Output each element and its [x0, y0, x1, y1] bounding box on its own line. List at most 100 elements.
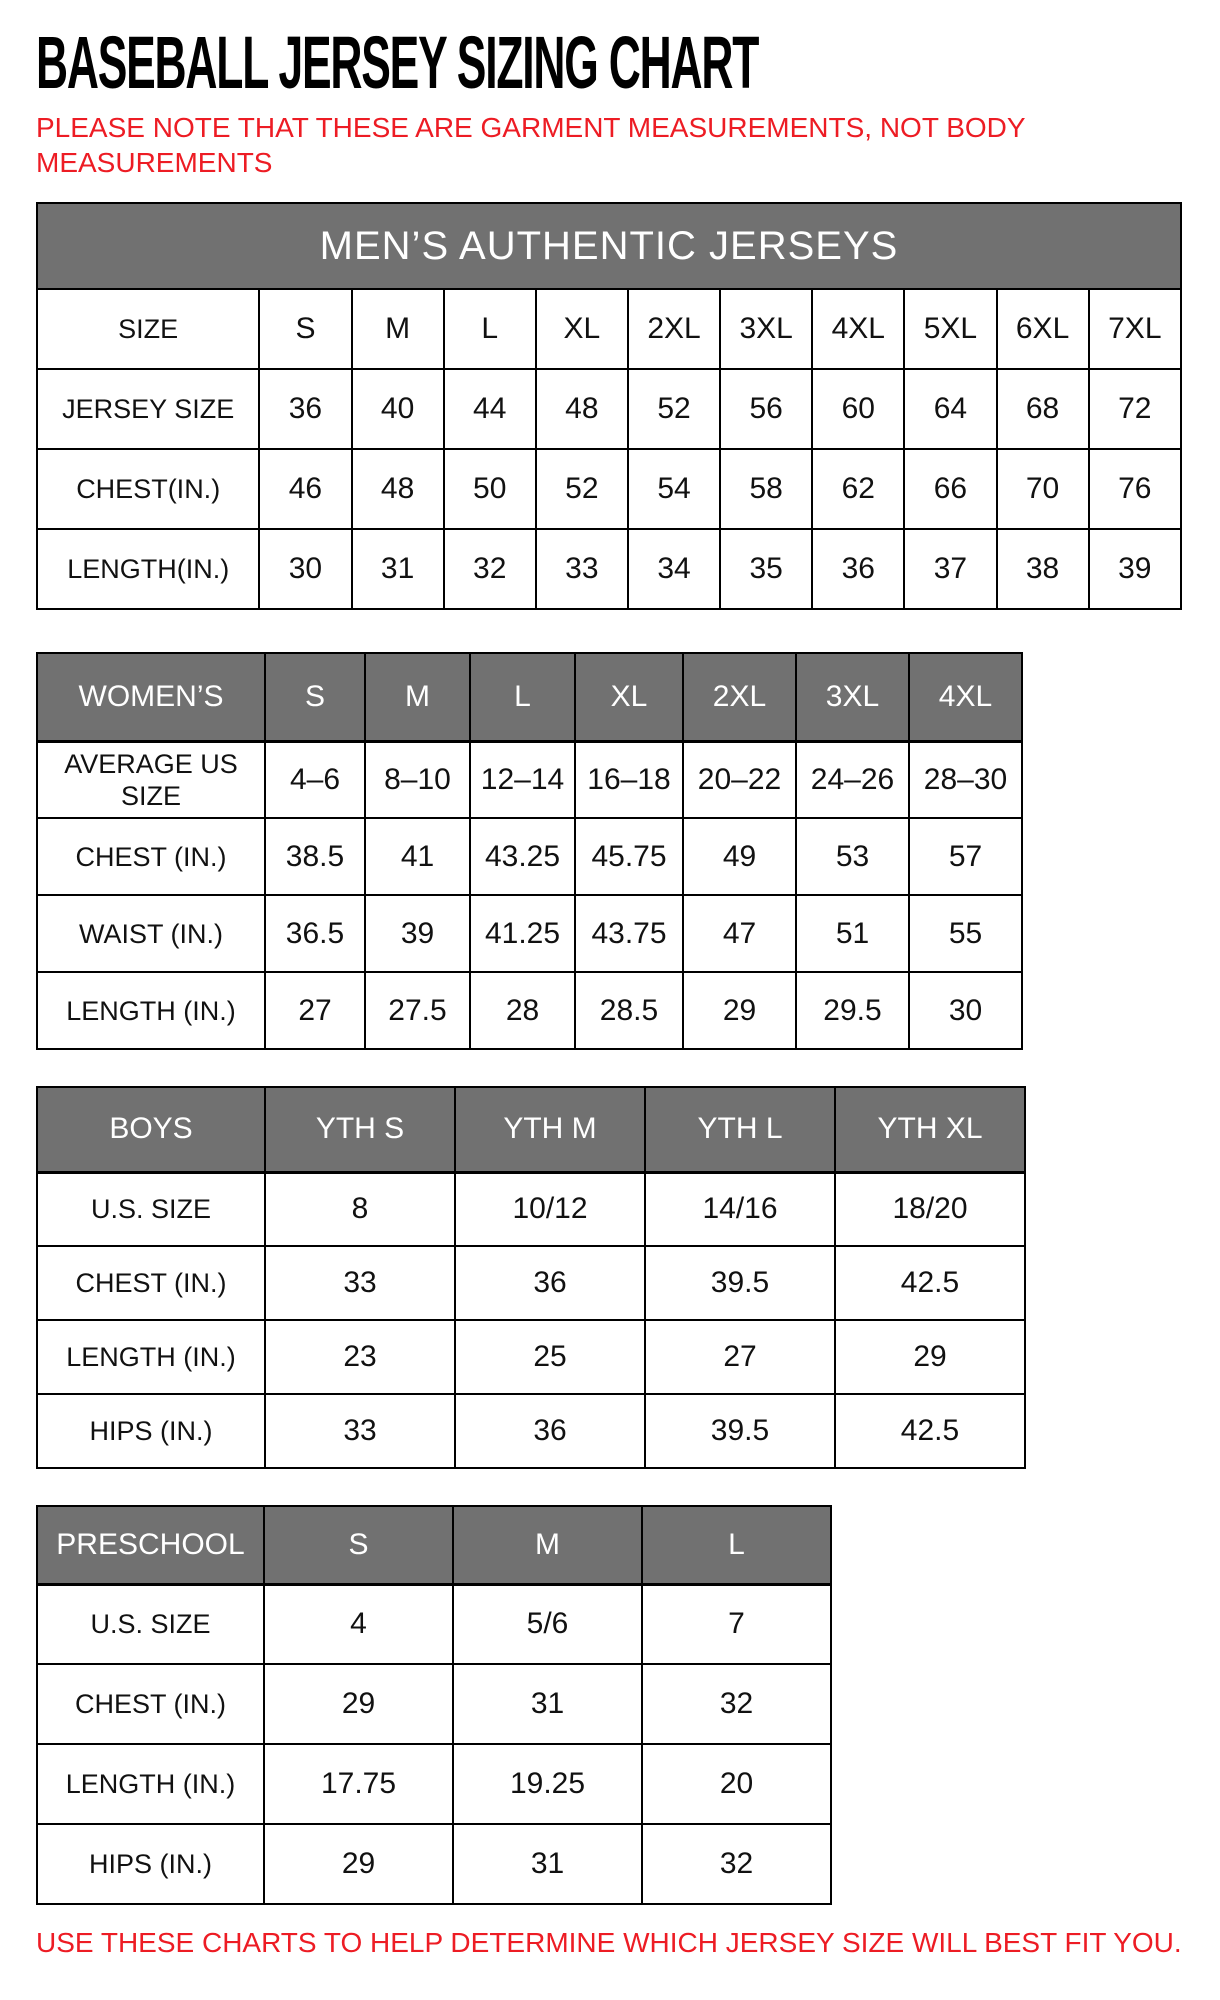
row-label: SIZE [35, 288, 261, 370]
table-row: WAIST (IN.) 36.5 39 41.25 43.75 47 51 55 [36, 894, 1023, 973]
row-label: LENGTH (IN.) [36, 971, 266, 1050]
mens-sizing-table: MEN’S AUTHENTIC JERSEYS SIZE S M L XL 2XL 3XL 4X… [35, 202, 1183, 610]
table-cell: 5XL [903, 288, 998, 370]
column-header: YTH L [644, 1086, 836, 1174]
sizing-tables-container: MEN’S AUTHENTIC JERSEYS SIZE S M L XL 2XL 3XL 4X… [35, 202, 1220, 1905]
table-cell: 10/12 [454, 1171, 646, 1247]
row-label: U.S. SIZE [36, 1171, 266, 1247]
table-cell: 4XL [811, 288, 906, 370]
table-row: CHEST (IN.) 38.5 41 43.25 45.75 49 53 57 [36, 817, 1023, 896]
column-header: 4XL [908, 652, 1023, 743]
table-cell: 5/6 [452, 1583, 643, 1665]
table-row: CHEST(IN.) 46 48 50 52 54 58 62 66 70 76 [35, 448, 1183, 530]
table-row: LENGTH(IN.) 30 31 32 33 34 35 36 37 38 39 [35, 528, 1183, 610]
row-label: CHEST (IN.) [36, 817, 266, 896]
table-row: CHEST (IN.) 33 36 39.5 42.5 [36, 1245, 1026, 1321]
table-cell: 33 [264, 1393, 456, 1469]
table-cell: 17.75 [263, 1743, 454, 1825]
footer-advice-text: USE THESE CHARTS TO HELP DETERMINE WHICH… [36, 1927, 1182, 1958]
table-cell: 12–14 [469, 740, 576, 819]
table-cell: 29 [263, 1663, 454, 1745]
table-cell: 29 [834, 1319, 1026, 1395]
table-cell: 36 [258, 368, 353, 450]
table-cell: 28 [469, 971, 576, 1050]
table-cell: 68 [995, 368, 1090, 450]
table-cell: 24–26 [795, 740, 910, 819]
preschool-header-row: PRESCHOOL S M L [36, 1505, 832, 1586]
table-row: U.S. SIZE 4 5/6 7 [36, 1583, 832, 1665]
table-cell: 31 [350, 528, 445, 610]
table-cell: 39 [1087, 528, 1183, 610]
table-cell: XL [534, 288, 629, 370]
table-cell: 35 [719, 528, 814, 610]
table-cell: 37 [903, 528, 998, 610]
table-cell: 72 [1087, 368, 1183, 450]
womens-sizing-table: WOMEN’S S M L XL 2XL 3XL 4XL AVERAGE US SIZE 4–6 8… [36, 652, 1023, 1050]
table-cell: 38 [995, 528, 1090, 610]
table-cell: 14/16 [644, 1171, 836, 1247]
table-cell: 62 [811, 448, 906, 530]
womens-header-row: WOMEN’S S M L XL 2XL 3XL 4XL [36, 652, 1023, 743]
table-row: HIPS (IN.) 29 31 32 [36, 1823, 832, 1905]
table-cell: 39.5 [644, 1245, 836, 1321]
column-header: YTH M [454, 1086, 646, 1174]
table-cell: 4 [263, 1583, 454, 1665]
table-cell: 29.5 [795, 971, 910, 1050]
table-cell: 36 [454, 1393, 646, 1469]
table-cell: 7XL [1087, 288, 1183, 370]
table-cell: 43.25 [469, 817, 576, 896]
column-header: BOYS [36, 1086, 266, 1174]
row-label: WAIST (IN.) [36, 894, 266, 973]
table-cell: 50 [442, 448, 537, 530]
table-cell: 27.5 [364, 971, 471, 1050]
column-header: PRESCHOOL [36, 1505, 265, 1586]
column-header: S [264, 652, 366, 743]
table-cell: 18/20 [834, 1171, 1026, 1247]
table-cell: 30 [258, 528, 353, 610]
table-cell: 70 [995, 448, 1090, 530]
table-cell: 42.5 [834, 1245, 1026, 1321]
column-header: L [641, 1505, 832, 1586]
table-cell: 43.75 [574, 894, 684, 973]
table-cell: 64 [903, 368, 998, 450]
table-cell: 2XL [626, 288, 722, 370]
column-header: S [263, 1505, 454, 1586]
table-cell: 31 [452, 1663, 643, 1745]
table-cell: 33 [534, 528, 629, 610]
column-header: L [469, 652, 576, 743]
table-cell: 66 [903, 448, 998, 530]
table-cell: 34 [626, 528, 722, 610]
table-cell: 46 [258, 448, 353, 530]
table-cell: 48 [534, 368, 629, 450]
table-cell: 6XL [995, 288, 1090, 370]
row-label: AVERAGE US SIZE [36, 740, 266, 819]
table-cell: 56 [719, 368, 814, 450]
table-cell: 39.5 [644, 1393, 836, 1469]
table-row: U.S. SIZE 8 10/12 14/16 18/20 [36, 1171, 1026, 1247]
table-cell: 20–22 [682, 740, 797, 819]
table-cell: 53 [795, 817, 910, 896]
mens-banner-row: MEN’S AUTHENTIC JERSEYS [36, 202, 1182, 290]
table-cell: 47 [682, 894, 797, 973]
table-cell: 8 [264, 1171, 456, 1247]
table-cell: 57 [908, 817, 1023, 896]
table-cell: 27 [264, 971, 366, 1050]
preschool-sizing-table: PRESCHOOL S M L U.S. SIZE 4 5/6 7 CHEST (IN.) 29 3… [36, 1505, 832, 1905]
table-cell: 76 [1087, 448, 1183, 530]
table-row: SIZE S M L XL 2XL 3XL 4XL 5XL 6XL 7XL [35, 288, 1183, 370]
mens-banner: MEN’S AUTHENTIC JERSEYS [36, 202, 1182, 290]
row-label: LENGTH(IN.) [35, 528, 261, 610]
table-cell: 36 [811, 528, 906, 610]
table-row: CHEST (IN.) 29 31 32 [36, 1663, 832, 1745]
column-header: WOMEN’S [36, 652, 266, 743]
table-cell: L [442, 288, 537, 370]
table-cell: 32 [442, 528, 537, 610]
row-label: CHEST (IN.) [36, 1245, 266, 1321]
table-cell: 16–18 [574, 740, 684, 819]
garment-note-text: PLEASE NOTE THAT THESE ARE GARMENT MEASU… [36, 112, 1026, 178]
table-cell: 52 [626, 368, 722, 450]
table-cell: 38.5 [264, 817, 366, 896]
table-cell: 29 [682, 971, 797, 1050]
page-title: BASEBALL JERSEY SIZING CHART [36, 26, 1220, 100]
table-cell: 54 [626, 448, 722, 530]
